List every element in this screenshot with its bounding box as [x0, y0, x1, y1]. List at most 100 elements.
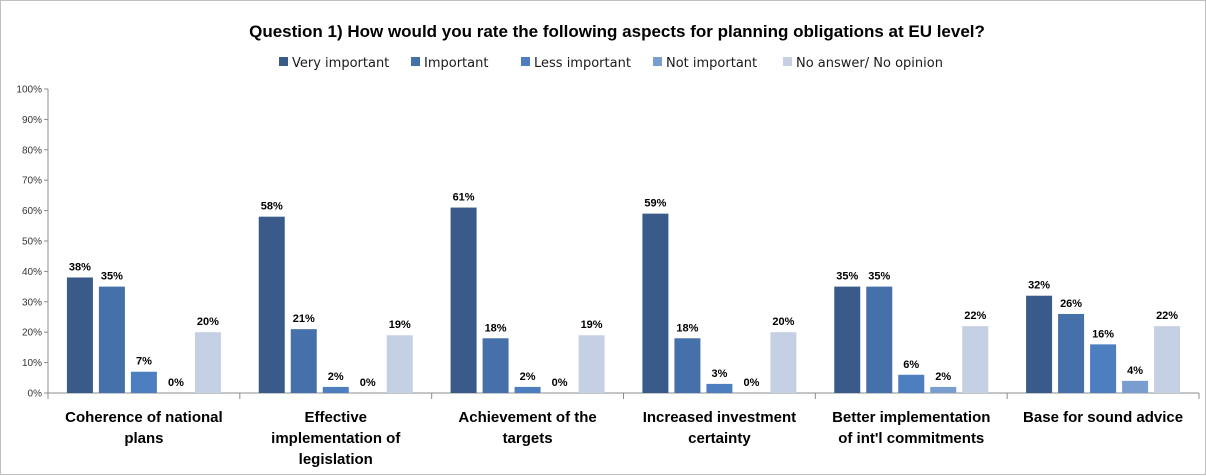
legend-item: Very important	[279, 56, 389, 71]
category-label: legislation	[299, 451, 373, 468]
data-labels: 38% 35% 7% 0% 20% 58% 21% 2% 0% 19% 61% 18% 2% 0% 19% 5…	[69, 192, 1178, 389]
bars	[66, 207, 1181, 393]
data-label: 6%	[903, 359, 919, 371]
category-label: implementation of	[271, 430, 401, 447]
legend-label: Less important	[534, 56, 631, 71]
bar	[578, 335, 605, 393]
bar	[898, 374, 925, 393]
data-label: 35%	[868, 271, 890, 283]
bar	[1058, 313, 1085, 393]
category-label: Better implementation	[832, 409, 990, 426]
data-label: 0%	[552, 377, 568, 389]
bar	[834, 286, 861, 393]
data-label: 19%	[389, 319, 411, 331]
y-tick-label: 0%	[28, 389, 43, 400]
data-label: 3%	[711, 368, 727, 380]
category-label: certainty	[688, 430, 751, 447]
bar	[66, 277, 93, 393]
data-label: 2%	[935, 371, 951, 383]
data-label: 19%	[581, 319, 603, 331]
legend-label: Very important	[292, 56, 389, 71]
data-label: 35%	[101, 271, 123, 283]
legend-item: Important	[411, 56, 488, 71]
bar	[1090, 344, 1117, 393]
legend-label: Not important	[666, 56, 757, 71]
legend-swatch	[653, 57, 662, 66]
legend-item: Less important	[521, 56, 631, 71]
bar	[962, 326, 989, 393]
category-label: Base for sound advice	[1023, 409, 1183, 426]
data-label: 38%	[69, 261, 91, 273]
y-axis: 0% 10% 20% 30% 40% 50% 60% 70% 80% 90% 100%	[16, 85, 49, 400]
bar	[98, 286, 125, 393]
bar	[770, 332, 797, 393]
legend-swatch	[279, 57, 288, 66]
legend-swatch	[411, 57, 420, 66]
bar	[1122, 380, 1149, 393]
data-label: 20%	[197, 316, 219, 328]
chart-title: Question 1) How would you rate the follo…	[249, 22, 985, 41]
data-label: 35%	[836, 271, 858, 283]
category-labels: Coherence of national plans Effective imple…	[65, 409, 1183, 468]
bar	[706, 383, 733, 393]
data-label: 0%	[360, 377, 376, 389]
data-label: 26%	[1060, 298, 1082, 310]
data-label: 18%	[485, 322, 507, 334]
bar	[642, 213, 669, 393]
y-tick-label: 50%	[22, 237, 42, 248]
bar	[322, 386, 349, 393]
data-label: 61%	[453, 192, 475, 204]
category-label: Increased investment	[643, 409, 796, 426]
bar	[482, 338, 509, 393]
y-tick-label: 90%	[22, 115, 42, 126]
bar	[1026, 295, 1053, 393]
data-label: 18%	[676, 322, 698, 334]
bar	[866, 286, 893, 393]
legend-item: Not important	[653, 56, 757, 71]
bar	[450, 207, 477, 393]
legend-item: No answer/ No opinion	[783, 56, 943, 71]
bar	[386, 335, 413, 393]
data-label: 16%	[1092, 328, 1114, 340]
y-tick-label: 100%	[16, 85, 42, 96]
legend-swatch	[783, 57, 792, 66]
legend-label: Important	[424, 56, 488, 71]
bar	[290, 329, 317, 393]
legend: Very important Important Less important Not…	[279, 56, 943, 71]
data-label: 2%	[520, 371, 536, 383]
data-label: 7%	[136, 356, 152, 368]
data-label: 2%	[328, 371, 344, 383]
category-label: Achievement of the	[458, 409, 596, 426]
bar	[930, 386, 957, 393]
category-label: plans	[124, 430, 163, 447]
legend-label: No answer/ No opinion	[796, 56, 943, 71]
y-tick-label: 10%	[22, 358, 42, 369]
y-tick-label: 60%	[22, 206, 42, 217]
bar	[194, 332, 221, 393]
y-tick-label: 40%	[22, 267, 42, 278]
data-label: 0%	[743, 377, 759, 389]
bar	[258, 216, 285, 393]
y-tick-label: 20%	[22, 328, 42, 339]
category-label: Coherence of national	[65, 409, 223, 426]
bar	[1154, 326, 1181, 393]
data-label: 4%	[1127, 365, 1143, 377]
data-label: 32%	[1028, 280, 1050, 292]
data-label: 59%	[644, 198, 666, 210]
category-label: targets	[503, 430, 553, 447]
data-label: 22%	[1156, 310, 1178, 322]
bar	[130, 371, 157, 393]
data-label: 58%	[261, 201, 283, 213]
x-axis	[47, 392, 1200, 399]
bar	[674, 338, 701, 393]
y-tick-label: 70%	[22, 176, 42, 187]
data-label: 22%	[964, 310, 986, 322]
y-tick-label: 30%	[22, 297, 42, 308]
data-label: 21%	[293, 313, 315, 325]
legend-swatch	[521, 57, 530, 66]
category-label: of int'l commitments	[838, 430, 984, 447]
y-tick-label: 80%	[22, 145, 42, 156]
data-label: 20%	[772, 316, 794, 328]
